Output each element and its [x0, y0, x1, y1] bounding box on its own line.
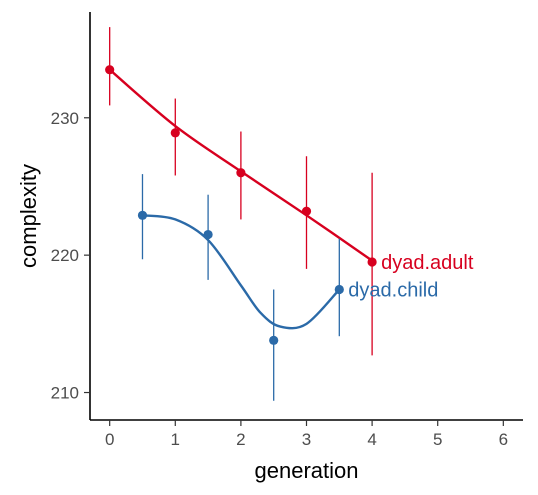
x-tick-label: 5 [433, 430, 442, 449]
data-point [105, 65, 115, 75]
y-tick-label: 230 [51, 109, 79, 128]
x-tick-label: 1 [171, 430, 180, 449]
data-point [203, 229, 213, 240]
data-point [334, 284, 344, 295]
x-tick-label: 2 [236, 430, 245, 449]
series-label: dyad.adult [381, 252, 474, 274]
axes: 0 1 2 3 4 5 6 210 220 230 [51, 12, 523, 449]
x-tick-label: 0 [105, 430, 114, 449]
y-axis-title: complexity [16, 164, 41, 268]
data-point [137, 210, 148, 220]
y-tick-label: 220 [51, 246, 79, 265]
data-point [269, 335, 279, 345]
data-point [367, 257, 377, 267]
data-point [170, 128, 180, 138]
x-tick-label: 6 [499, 430, 508, 449]
series-dyad-child: dyad.child [137, 174, 438, 401]
data-point [301, 206, 312, 216]
trend-line [141, 214, 341, 330]
series-label: dyad.child [348, 279, 438, 301]
plot-area: dyad.adult dyad.child [105, 27, 474, 401]
data-point [236, 168, 246, 178]
x-tick-label: 4 [367, 430, 376, 449]
x-axis-title: generation [255, 458, 359, 483]
y-tick-label: 210 [51, 384, 79, 403]
x-tick-label: 3 [302, 430, 311, 449]
series-dyad-adult: dyad.adult [105, 27, 474, 356]
